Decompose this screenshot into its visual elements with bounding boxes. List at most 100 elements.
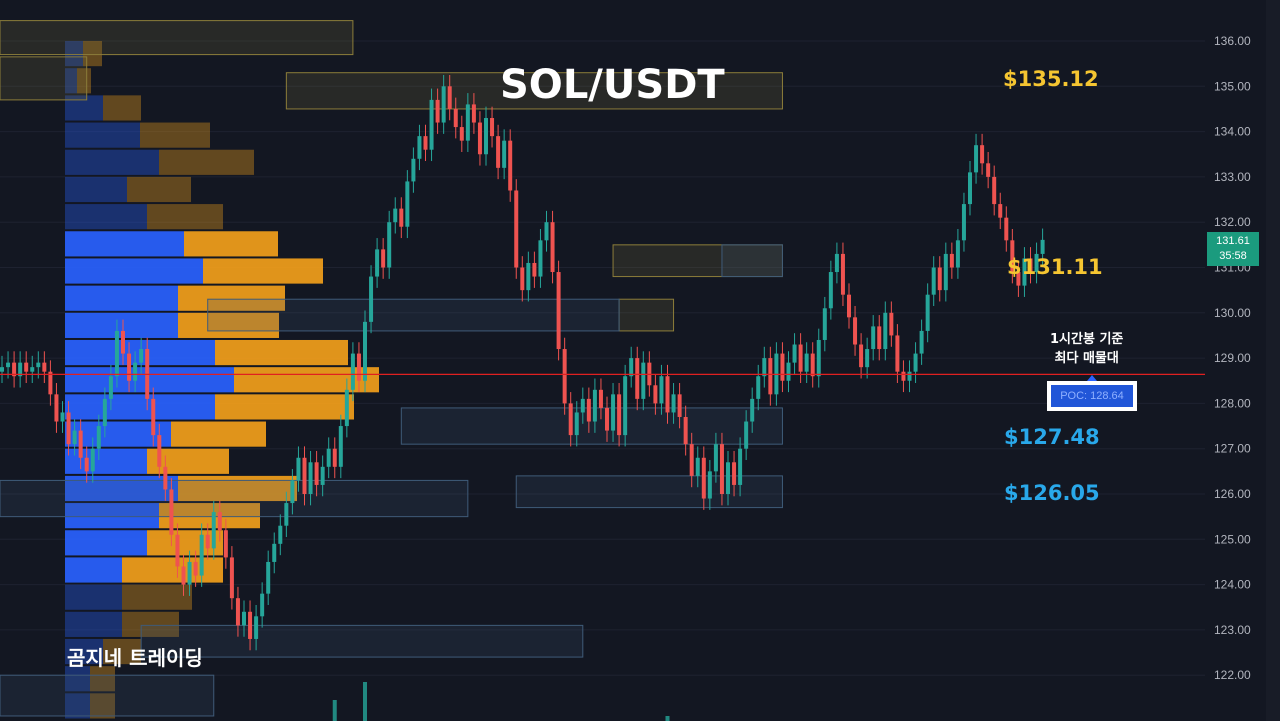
candle-body: [338, 426, 343, 467]
candle-body: [707, 471, 712, 499]
candle-body: [320, 466, 325, 485]
candle-body: [12, 362, 17, 377]
vp-sell-bar: [83, 41, 102, 67]
candle-body: [532, 262, 537, 277]
level-label-126: $126.05: [1004, 481, 1100, 505]
candle-body: [350, 353, 355, 390]
vp-buy-bar: [65, 204, 147, 230]
candle-body: [750, 398, 755, 422]
candle-body: [968, 172, 972, 205]
candle-body: [629, 358, 634, 377]
vp-sell-bar: [103, 638, 141, 665]
vp-buy-bar: [65, 666, 90, 692]
vp-sell-bar: [122, 557, 223, 583]
candle-body: [175, 534, 180, 567]
candle-body: [889, 312, 894, 336]
zone-box: [0, 674, 215, 717]
candle-body: [605, 407, 609, 431]
candle-body: [133, 362, 138, 381]
candle-body: [701, 457, 706, 499]
candle-body: [919, 330, 924, 354]
candle-body: [544, 222, 549, 241]
candle-body: [1028, 258, 1033, 273]
candle-body: [834, 253, 839, 273]
candle-body: [235, 598, 240, 626]
candle-body: [72, 430, 77, 445]
candle-body: [302, 457, 307, 494]
candle-body: [568, 403, 573, 436]
candle-body: [417, 136, 422, 159]
vp-buy-bar: [65, 530, 147, 556]
candle-body: [931, 267, 936, 295]
candle-body: [163, 466, 168, 490]
candle-body: [1022, 258, 1027, 286]
candle-body: [635, 358, 640, 399]
y-tick-label: 136.00: [1214, 34, 1251, 48]
candle-body: [671, 394, 676, 413]
candle-body: [121, 330, 125, 354]
candle-body: [24, 362, 29, 372]
candle-body: [556, 272, 561, 350]
candle-body: [332, 448, 337, 467]
candle-body: [96, 426, 101, 449]
candle-body: [411, 158, 416, 182]
poc-annotation: 1시간봉 기준 최다 매물대: [1050, 330, 1123, 368]
candle-body: [465, 104, 470, 141]
right-toolbar[interactable]: [1266, 0, 1280, 721]
zone-box: [207, 298, 620, 332]
volume-bar: [665, 716, 670, 721]
candle-body: [399, 208, 404, 227]
candle-body: [169, 489, 174, 535]
candle-body: [792, 344, 797, 363]
vp-buy-bar: [65, 68, 77, 94]
zone-box: [285, 72, 783, 110]
candle-body: [375, 249, 380, 277]
vp-sell-bar: [90, 693, 115, 719]
candle-body: [641, 362, 646, 399]
candle-body: [913, 353, 918, 372]
candle-body: [90, 448, 95, 472]
candle-body: [974, 145, 979, 173]
level-label-131: $131.11: [1007, 255, 1103, 279]
candle-body: [762, 358, 767, 377]
y-tick-label: 123.00: [1214, 623, 1251, 637]
y-tick-label: 132.00: [1214, 215, 1251, 229]
candle-body: [822, 308, 827, 340]
poc-label-box: POC: 128.64: [1047, 381, 1137, 411]
candle-body: [229, 557, 234, 599]
candle-body: [907, 371, 912, 381]
candle-body: [459, 127, 464, 141]
candle-body: [48, 371, 53, 395]
vp-sell-bar: [140, 122, 210, 148]
vp-sell-bar: [90, 666, 115, 692]
candle-body: [405, 181, 410, 227]
candle-body: [1010, 240, 1015, 273]
vp-sell-bar: [178, 285, 285, 311]
candle-body: [223, 530, 228, 558]
candle-body: [447, 86, 452, 109]
candle-body: [865, 349, 870, 368]
vp-buy-bar: [65, 149, 159, 175]
candle-body: [732, 462, 737, 485]
candle-body: [363, 321, 367, 381]
candle-body: [266, 561, 271, 594]
candle-body: [157, 435, 162, 467]
candle-body: [66, 412, 71, 445]
vp-buy-bar: [65, 557, 122, 583]
vp-buy-bar: [65, 394, 215, 420]
candle-body: [6, 362, 11, 368]
candle-body: [102, 398, 107, 427]
candle-body: [653, 385, 658, 404]
candle-body: [859, 344, 864, 368]
candle-body: [592, 389, 597, 422]
candle-body: [260, 593, 265, 617]
candle-body: [520, 267, 525, 291]
candle-body: [804, 353, 809, 372]
vp-sell-bar: [215, 339, 348, 366]
candle-body: [30, 367, 35, 372]
candle-body: [502, 140, 507, 168]
zone-box: [618, 298, 675, 332]
candle-body: [151, 398, 156, 436]
candle-body: [550, 222, 555, 273]
candle-body: [387, 222, 392, 268]
